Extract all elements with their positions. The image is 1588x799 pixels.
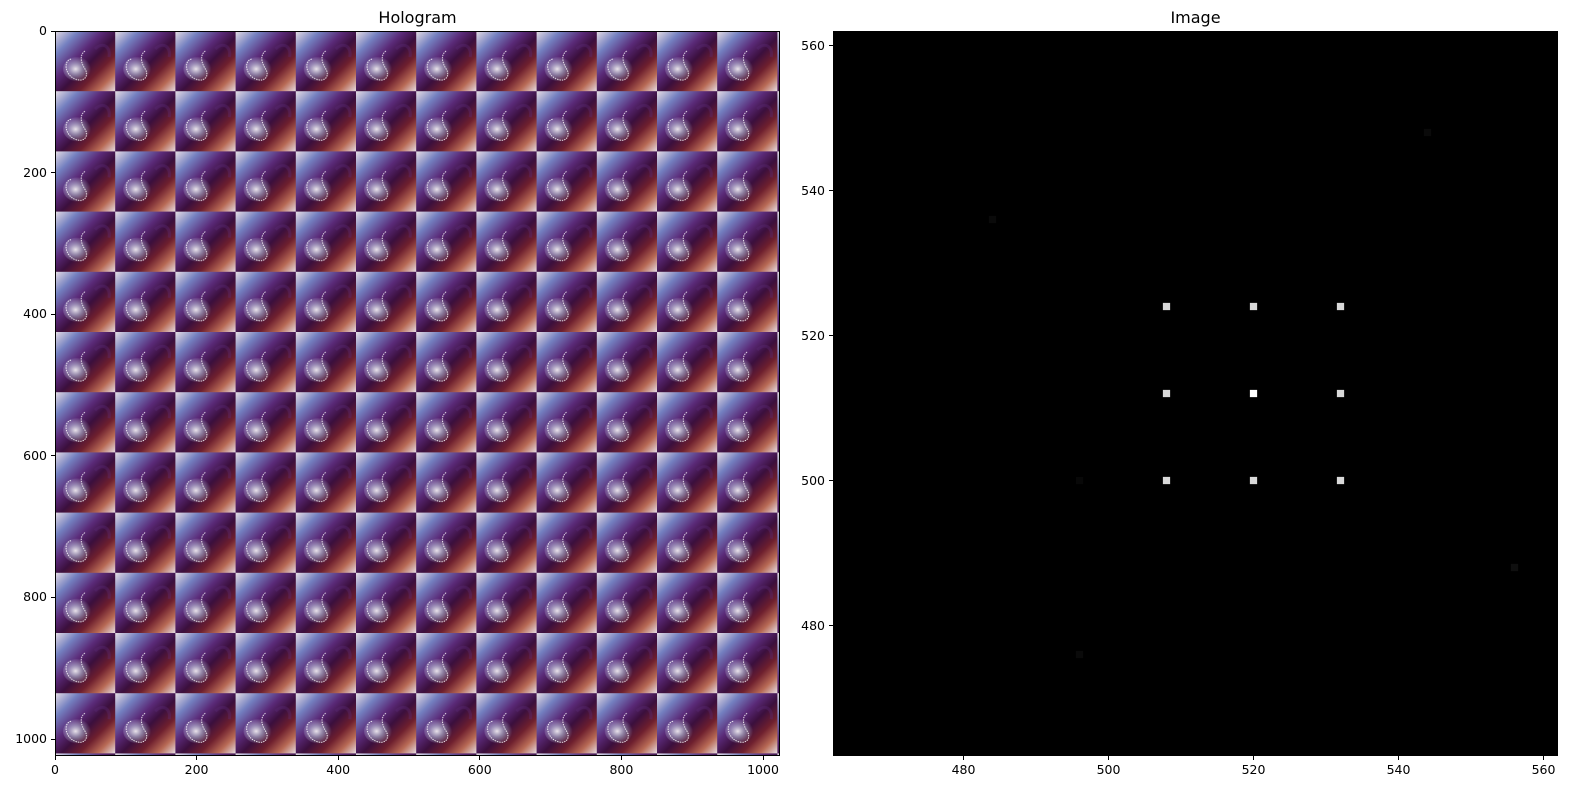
image-spot bbox=[1510, 563, 1519, 572]
image-spot bbox=[1249, 476, 1258, 485]
image-x-tick-label: 540 bbox=[1386, 762, 1411, 777]
hologram-x-tick bbox=[479, 756, 481, 760]
image-y-tick-label: 540 bbox=[801, 182, 825, 198]
hologram-y-tick-label: 600 bbox=[23, 447, 47, 463]
hologram-image bbox=[55, 31, 780, 756]
image-y-tick bbox=[829, 190, 833, 191]
image-spot bbox=[1249, 302, 1258, 311]
hologram-x-tick bbox=[337, 756, 339, 760]
hologram-x-tick-label: 600 bbox=[467, 762, 492, 777]
hologram-x-tick-label: 800 bbox=[609, 762, 634, 777]
image-y-tick-label: 500 bbox=[801, 472, 825, 488]
image-spot bbox=[988, 215, 997, 224]
image-x-tick-label: 560 bbox=[1531, 762, 1556, 777]
hologram-y-tick bbox=[51, 172, 55, 174]
hologram-y-tick bbox=[51, 30, 55, 32]
image-spot bbox=[1423, 128, 1432, 137]
image-spot bbox=[1249, 389, 1258, 398]
hologram-plot bbox=[55, 31, 780, 756]
image-background bbox=[833, 31, 1558, 756]
image-y-tick bbox=[829, 480, 833, 481]
hologram-y-tick-label: 800 bbox=[23, 589, 47, 605]
hologram-y-tick bbox=[51, 738, 55, 740]
image-x-tick bbox=[1398, 756, 1399, 760]
image-y-tick-label: 480 bbox=[801, 617, 825, 633]
image-spot bbox=[1336, 302, 1345, 311]
hologram-x-tick-label: 0 bbox=[51, 762, 59, 777]
hologram-x-tick-label: 200 bbox=[184, 762, 209, 777]
image-y-tick bbox=[829, 335, 833, 336]
hologram-x-tick bbox=[54, 756, 56, 760]
image-spot bbox=[1075, 650, 1084, 659]
image-y-tick-label: 520 bbox=[801, 327, 825, 343]
image-x-tick bbox=[1108, 756, 1109, 760]
image-plot bbox=[833, 31, 1558, 756]
image-x-tick bbox=[1253, 756, 1254, 760]
image-y-tick bbox=[829, 45, 833, 46]
hologram-x-tick bbox=[762, 756, 764, 760]
hologram-y-tick-label: 0 bbox=[39, 23, 47, 38]
hologram-x-tick-label: 400 bbox=[326, 762, 351, 777]
image-title: Image bbox=[1170, 8, 1221, 27]
image-x-tick-label: 480 bbox=[951, 762, 976, 777]
hologram-y-tick bbox=[51, 313, 55, 315]
hologram-x-tick bbox=[620, 756, 622, 760]
image-spot bbox=[1336, 389, 1345, 398]
image-y-tick bbox=[829, 625, 833, 626]
hologram-y-tick-label: 1000 bbox=[15, 731, 47, 746]
image-x-tick bbox=[963, 756, 964, 760]
image-spot bbox=[1162, 389, 1171, 398]
image-spot bbox=[1075, 476, 1084, 485]
image-x-tick-label: 500 bbox=[1096, 762, 1121, 777]
image-spot bbox=[1336, 476, 1345, 485]
image-y-tick-label: 560 bbox=[801, 37, 825, 53]
image-spot bbox=[1162, 302, 1171, 311]
image-x-tick-label: 520 bbox=[1241, 762, 1266, 777]
hologram-x-tick bbox=[196, 756, 198, 760]
hologram-y-tick bbox=[51, 596, 55, 598]
hologram-y-tick bbox=[51, 455, 55, 457]
hologram-title: Hologram bbox=[378, 8, 457, 27]
image-x-tick bbox=[1543, 756, 1544, 760]
image-spot bbox=[1162, 476, 1171, 485]
hologram-y-tick-label: 200 bbox=[23, 164, 47, 180]
hologram-y-tick-label: 400 bbox=[23, 306, 47, 322]
hologram-x-tick-label: 1000 bbox=[747, 762, 779, 777]
